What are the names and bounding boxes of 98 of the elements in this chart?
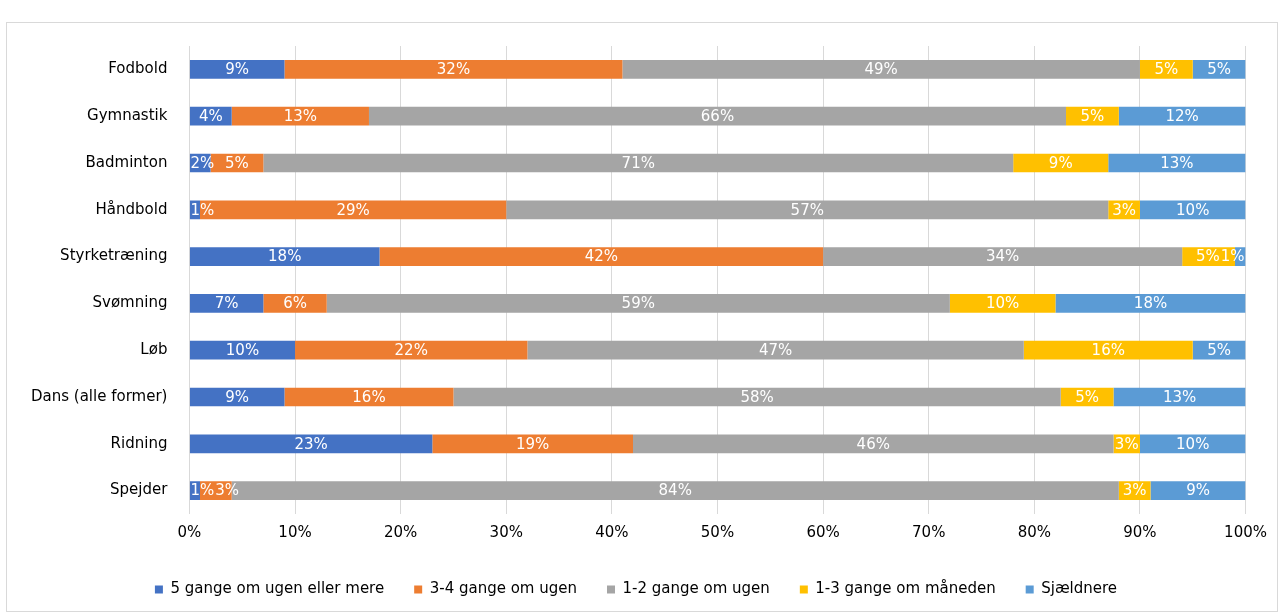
bar bbox=[263, 153, 1014, 173]
data-label: 47% bbox=[758, 341, 793, 360]
data-label: 12% bbox=[1165, 107, 1199, 126]
data-label: 18% bbox=[268, 247, 302, 266]
bar bbox=[622, 60, 1140, 79]
legend-label: 5 gange om ugen eller mere bbox=[170, 579, 385, 598]
bar bbox=[633, 434, 1114, 454]
x-tick-label: 80% bbox=[1017, 522, 1051, 541]
x-tick-label: 40% bbox=[595, 522, 629, 541]
data-label: 3% bbox=[1114, 434, 1139, 453]
x-tick-label: 60% bbox=[806, 522, 840, 541]
y-tick-label: Spejder bbox=[110, 480, 169, 499]
x-tick-label: 50% bbox=[700, 522, 735, 541]
bar bbox=[949, 294, 1056, 313]
x-tick-label: 0% bbox=[177, 522, 202, 541]
x-tick-label: 90% bbox=[1123, 522, 1157, 541]
x-tick-label: 30% bbox=[489, 522, 523, 541]
data-label: 10% bbox=[225, 341, 260, 360]
data-label: 4% bbox=[198, 107, 223, 126]
bar bbox=[527, 340, 1024, 360]
y-tick-label: Ridning bbox=[110, 433, 168, 452]
data-label: 71% bbox=[621, 153, 655, 172]
x-tick-label: 20% bbox=[383, 522, 418, 541]
data-label: 46% bbox=[856, 434, 890, 453]
y-tick-label: Svømning bbox=[92, 293, 168, 312]
y-tick-label: Styrketræning bbox=[60, 246, 168, 265]
y-tick-label: Badminton bbox=[85, 152, 168, 171]
bar bbox=[189, 294, 264, 313]
bar bbox=[189, 247, 380, 266]
data-label: 22% bbox=[394, 341, 428, 360]
y-tick-label: Løb bbox=[140, 340, 168, 359]
data-label: 42% bbox=[584, 247, 618, 266]
bar bbox=[506, 200, 1109, 220]
bar bbox=[1055, 294, 1246, 313]
data-label: 5% bbox=[1080, 107, 1105, 126]
data-label: 9% bbox=[225, 60, 250, 79]
data-label: 58% bbox=[740, 387, 774, 406]
data-label: 9% bbox=[1048, 153, 1073, 172]
y-tick-label: Gymnastik bbox=[87, 106, 168, 125]
data-label: 13% bbox=[1162, 387, 1197, 406]
data-label: 9% bbox=[225, 387, 250, 406]
data-label: 23% bbox=[294, 434, 328, 453]
data-label: 18% bbox=[1133, 294, 1168, 313]
data-label: 10% bbox=[1176, 434, 1210, 453]
legend-label: 1-2 gange om ugen bbox=[622, 579, 770, 598]
data-label: 3% bbox=[1112, 200, 1136, 219]
bar bbox=[189, 434, 433, 454]
bar bbox=[189, 60, 285, 79]
y-tick-label: Håndbold bbox=[95, 199, 168, 218]
data-label: 29% bbox=[336, 200, 370, 219]
bar bbox=[189, 340, 296, 360]
data-label: 10% bbox=[1176, 200, 1210, 219]
bar bbox=[453, 387, 1061, 407]
data-label: 59% bbox=[621, 294, 655, 313]
x-tick-label: 100% bbox=[1224, 522, 1267, 541]
data-label: 7% bbox=[214, 294, 239, 313]
data-label: 84% bbox=[658, 481, 692, 500]
bar bbox=[284, 387, 454, 407]
bar bbox=[295, 340, 528, 360]
bar bbox=[1023, 340, 1193, 360]
data-label: 34% bbox=[985, 247, 1020, 266]
data-label: 10% bbox=[985, 294, 1020, 313]
legend-label: 3-4 gange om ugen bbox=[429, 579, 577, 598]
data-label: 32% bbox=[436, 60, 471, 79]
y-tick-label: Dans (alle former) bbox=[30, 386, 168, 405]
bar bbox=[1118, 106, 1246, 126]
data-label: 5% bbox=[1154, 60, 1179, 79]
bar bbox=[284, 60, 623, 79]
bar bbox=[231, 106, 369, 126]
legend-label: 1-3 gange om måneden bbox=[815, 579, 996, 598]
bar bbox=[432, 434, 633, 454]
data-label: 49% bbox=[864, 60, 898, 79]
data-label: 19% bbox=[516, 434, 550, 453]
bar bbox=[326, 294, 950, 313]
bar bbox=[379, 247, 824, 266]
data-label: 16% bbox=[1091, 341, 1125, 360]
x-tick-label: 70% bbox=[912, 522, 946, 541]
bar bbox=[368, 106, 1067, 126]
data-label: 66% bbox=[700, 107, 735, 126]
x-tick-label: 10% bbox=[278, 522, 312, 541]
legend-label: Sjældnere bbox=[1041, 579, 1118, 598]
data-label: 5% bbox=[1195, 247, 1220, 266]
data-label: 5% bbox=[1207, 60, 1232, 79]
data-label: 57% bbox=[790, 200, 824, 219]
bar bbox=[1139, 200, 1246, 220]
bar bbox=[823, 247, 1183, 266]
data-label: 5% bbox=[1207, 341, 1232, 360]
data-label: 6% bbox=[283, 294, 307, 313]
data-label: 16% bbox=[352, 387, 386, 406]
bar bbox=[1150, 481, 1246, 500]
data-label: 9% bbox=[1186, 481, 1210, 500]
data-label: 13% bbox=[283, 107, 317, 126]
data-label: 3% bbox=[1122, 481, 1147, 500]
data-label: 5% bbox=[1075, 387, 1100, 406]
data-label: 5% bbox=[225, 153, 249, 172]
y-tick-label: Fodbold bbox=[108, 59, 168, 78]
data-label: 13% bbox=[1160, 153, 1194, 172]
bar bbox=[1139, 434, 1246, 454]
